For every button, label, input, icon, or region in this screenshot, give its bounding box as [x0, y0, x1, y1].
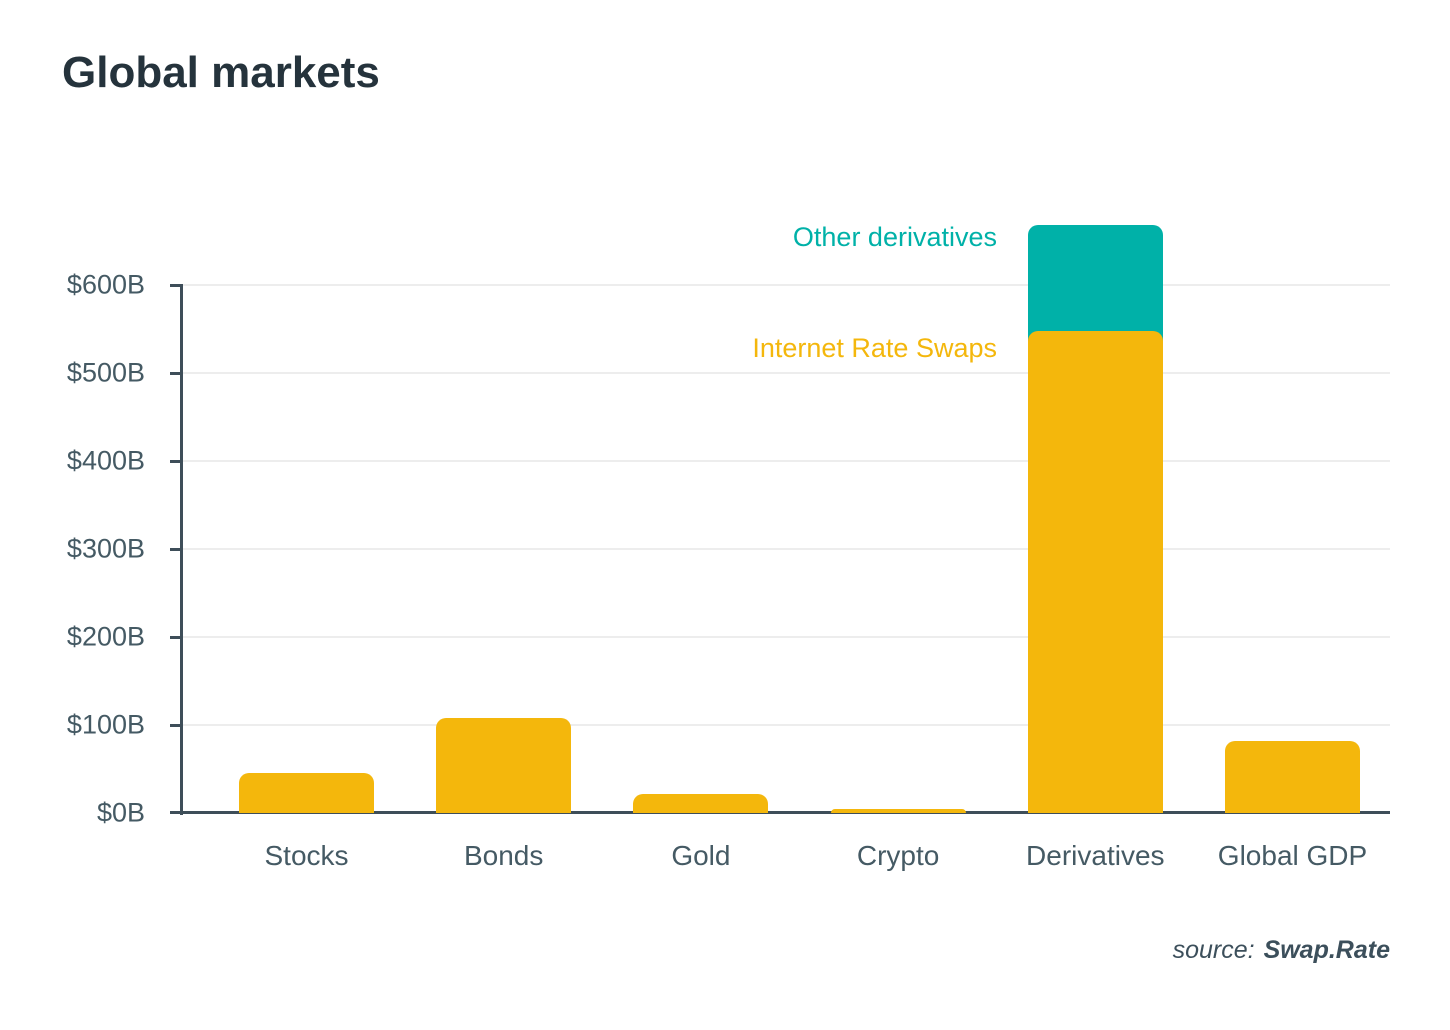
bar-segment-internet-rate-swaps-global-gdp — [1225, 740, 1360, 813]
x-axis-line — [170, 811, 1390, 814]
x-category-label-crypto: Crypto — [856, 840, 940, 871]
y-tick-label: $300B — [66, 533, 145, 564]
bar-segment-internet-rate-swaps-gold — [633, 793, 769, 813]
legend-label-other-derivatives: Other derivatives — [792, 222, 997, 252]
source-name: Swap.Rate — [1263, 936, 1390, 964]
x-category-label-gold: Gold — [671, 840, 731, 871]
y-axis-tick — [170, 460, 183, 463]
bar-segment-other-derivatives-derivatives — [1027, 225, 1163, 343]
y-tick-label: $600B — [66, 269, 145, 300]
y-axis-tick — [170, 724, 183, 727]
y-axis-tick — [170, 284, 183, 287]
bar-segment-internet-rate-swaps-derivatives — [1027, 330, 1163, 813]
grid-line — [180, 460, 1390, 462]
y-tick-label: $200B — [66, 621, 145, 652]
source-prefix-label: source: — [1172, 936, 1255, 964]
grid-line — [180, 548, 1390, 550]
y-tick-label: $100B — [66, 709, 145, 740]
bar-segment-internet-rate-swaps-crypto — [830, 808, 966, 813]
y-axis-tick — [170, 548, 183, 551]
grid-line — [180, 724, 1390, 726]
source-credit: source: Swap.Rate — [1173, 936, 1390, 965]
bar-segment-internet-rate-swaps-stocks — [239, 773, 374, 813]
grid-line — [180, 636, 1390, 638]
page-title: Global markets — [62, 48, 380, 97]
y-tick-label: $500B — [66, 357, 145, 388]
y-axis-tick — [170, 636, 183, 639]
y-axis-line — [180, 285, 183, 815]
grid-line — [180, 284, 1390, 286]
y-axis-tick — [170, 372, 183, 375]
y-tick-label: $400B — [66, 445, 145, 476]
grid-line — [180, 372, 1390, 374]
y-tick-label: $0B — [96, 797, 145, 828]
x-category-label-stocks: Stocks — [264, 840, 349, 871]
legend-label-internet-rate-swaps: Internet Rate Swaps — [752, 333, 997, 363]
x-category-label-global-gdp: Global GDP — [1217, 840, 1368, 871]
bar-segment-internet-rate-swaps-bonds — [436, 717, 572, 813]
x-category-label-bonds: Bonds — [463, 840, 544, 871]
x-category-label-derivatives: Derivatives — [1026, 840, 1165, 871]
